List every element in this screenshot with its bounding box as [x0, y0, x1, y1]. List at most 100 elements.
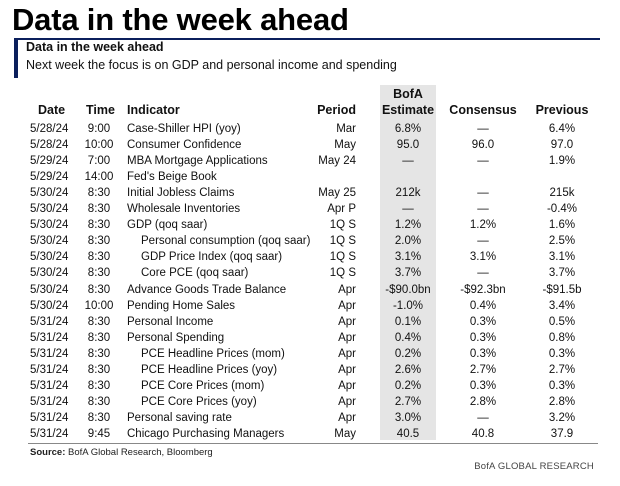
cell-consensus: 0.3% — [469, 347, 497, 360]
cell-indicator: Personal consumption (qoq saar) — [141, 235, 311, 248]
cell-indicator: Personal Income — [127, 315, 214, 328]
cell-time: 9:00 — [87, 123, 111, 135]
table-row: 5/31/24 8:30 PCE Core Prices (yoy) Apr 2.7% 2… — [0, 394, 620, 410]
cell-consensus: 2.8% — [469, 395, 497, 408]
cell-bofa-estimate: 0.2% — [394, 347, 422, 360]
table-row: 5/28/24 9:00 Case-Shiller HPI (yoy) Mar 6.8%… — [0, 121, 620, 137]
cell-consensus: — — [477, 411, 489, 424]
footer-rule — [28, 443, 598, 444]
cell-indicator: Case-Shiller HPI (yoy) — [127, 123, 241, 135]
table-title-block: Data in the week ahead Next week the foc… — [14, 38, 600, 78]
cell-previous: 0.3% — [548, 379, 576, 392]
table-row: 5/29/24 7:00 MBA Mortgage Applications May … — [0, 153, 620, 169]
cell-period: Apr — [338, 299, 356, 312]
table-title: Data in the week ahead — [26, 40, 164, 54]
title-rule — [14, 38, 600, 40]
cell-time: 8:30 — [87, 315, 111, 328]
source-note: Source: BofA Global Research, Bloomberg — [30, 447, 213, 458]
cell-bofa-estimate: 3.1% — [394, 251, 422, 264]
source-text: BofA Global Research, Bloomberg — [65, 447, 213, 458]
cell-time: 8:30 — [87, 331, 111, 344]
cell-date: 5/31/24 — [30, 363, 69, 376]
cell-period: Apr — [338, 363, 356, 376]
cell-previous: 0.5% — [548, 315, 576, 328]
cell-consensus: 96.0 — [471, 139, 495, 152]
table-row: 5/31/24 8:30 Personal Income Apr 0.1% 0.3% 0.5… — [0, 314, 620, 330]
table-row: 5/30/24 8:30 GDP Price Index (qoq saar) 1Q … — [0, 249, 620, 265]
cell-time: 10:00 — [84, 299, 114, 312]
cell-consensus: 2.7% — [469, 363, 497, 376]
cell-consensus: 0.3% — [469, 379, 497, 392]
cell-indicator: MBA Mortgage Applications — [127, 155, 268, 168]
table-row: 5/30/24 8:30 Initial Jobless Claims May 25 2… — [0, 185, 620, 201]
cell-period: 1Q S — [329, 267, 356, 280]
cell-bofa-estimate: -$90.0bn — [385, 283, 431, 296]
table-row: 5/31/24 9:45 Chicago Purchasing Managers Ma… — [0, 426, 620, 442]
cell-previous: 6.4% — [548, 123, 576, 135]
cell-time: 8:30 — [87, 411, 111, 424]
cell-period: Apr — [338, 283, 356, 296]
cell-period: Apr — [338, 331, 356, 344]
cell-indicator: GDP Price Index (qoq saar) — [141, 251, 283, 264]
cell-previous: 0.3% — [548, 347, 576, 360]
cell-bofa-estimate: 40.5 — [396, 427, 420, 440]
cell-consensus: — — [477, 203, 489, 216]
cell-indicator: Core PCE (qoq saar) — [141, 267, 249, 280]
cell-period: May 25 — [318, 187, 356, 200]
cell-date: 5/31/24 — [30, 411, 69, 424]
cell-bofa-estimate: 3.0% — [394, 411, 422, 424]
cell-bofa-estimate: 6.8% — [394, 123, 422, 135]
cell-time: 8:30 — [87, 379, 111, 392]
cell-period: May 24 — [318, 155, 356, 168]
cell-previous: 2.5% — [548, 235, 576, 248]
cell-period: Apr — [338, 347, 356, 360]
cell-bofa-estimate: — — [402, 203, 414, 216]
cell-period: May — [334, 427, 356, 440]
table-row: 5/30/24 8:30 Wholesale Inventories Apr P — — -… — [0, 201, 620, 217]
cell-bofa-estimate: 0.4% — [394, 331, 422, 344]
cell-indicator: PCE Headline Prices (mom) — [141, 347, 285, 360]
cell-date: 5/29/24 — [30, 155, 69, 168]
header-previous: Previous — [535, 103, 589, 117]
cell-time: 8:30 — [87, 187, 111, 200]
cell-consensus: 1.2% — [469, 219, 497, 232]
cell-date: 5/31/24 — [30, 395, 69, 408]
cell-previous: 1.9% — [548, 155, 576, 168]
cell-time: 8:30 — [87, 283, 111, 296]
cell-indicator: Advance Goods Trade Balance — [127, 283, 287, 296]
page-headline: Data in the week ahead — [12, 2, 349, 37]
cell-date: 5/31/24 — [30, 347, 69, 360]
cell-indicator: Initial Jobless Claims — [127, 187, 235, 200]
cell-indicator: Wholesale Inventories — [127, 203, 241, 216]
cell-date: 5/29/24 — [30, 171, 69, 184]
table-subtitle: Next week the focus is on GDP and person… — [26, 58, 397, 72]
brand-footer: BofA GLOBAL RESEARCH — [474, 461, 594, 472]
cell-period: Apr — [338, 379, 356, 392]
cell-bofa-estimate: 0.2% — [394, 379, 422, 392]
cell-bofa-estimate: 2.7% — [394, 395, 422, 408]
cell-consensus: 0.3% — [469, 315, 497, 328]
cell-indicator: Personal Spending — [127, 331, 225, 344]
cell-consensus: -$92.3bn — [460, 283, 506, 296]
cell-bofa-estimate: 95.0 — [396, 139, 420, 152]
cell-previous: 3.4% — [548, 299, 576, 312]
cell-date: 5/31/24 — [30, 315, 69, 328]
cell-indicator: PCE Core Prices (mom) — [141, 379, 265, 392]
cell-previous: -0.4% — [546, 203, 578, 216]
cell-period: Apr — [338, 395, 356, 408]
table-row: 5/30/24 8:30 GDP (qoq saar) 1Q S 1.2% 1.2% 1.6… — [0, 217, 620, 233]
table-row: 5/31/24 8:30 PCE Headline Prices (yoy) Apr 2… — [0, 362, 620, 378]
cell-previous: 2.7% — [548, 363, 576, 376]
table-row: 5/31/24 8:30 Personal saving rate Apr 3.0% — 3… — [0, 410, 620, 426]
cell-period: Apr — [338, 315, 356, 328]
cell-date: 5/31/24 — [30, 427, 69, 440]
cell-previous: 0.8% — [548, 331, 576, 344]
cell-time: 8:30 — [87, 251, 111, 264]
cell-date: 5/30/24 — [30, 187, 69, 200]
cell-consensus: — — [477, 235, 489, 248]
header-indicator: Indicator — [127, 103, 180, 117]
table-row: 5/31/24 8:30 PCE Headline Prices (mom) Apr 0… — [0, 346, 620, 362]
cell-bofa-estimate: -1.0% — [392, 299, 424, 312]
cell-date: 5/30/24 — [30, 283, 69, 296]
cell-period: Apr — [338, 411, 356, 424]
